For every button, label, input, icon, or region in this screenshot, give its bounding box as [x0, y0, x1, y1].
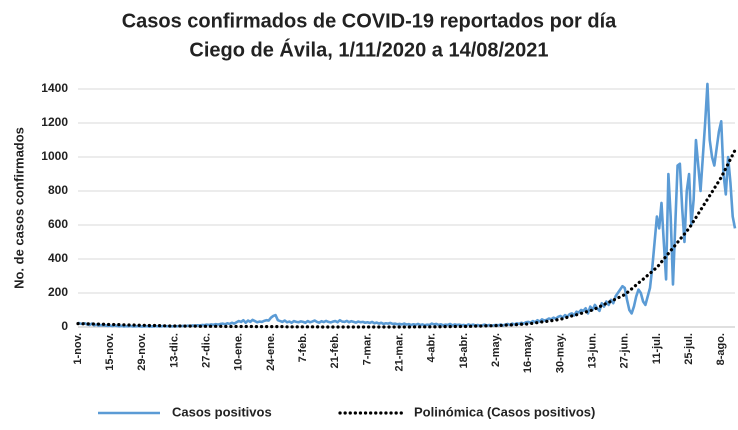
x-tick-label: 30-may.: [554, 333, 566, 373]
x-tick-label: 21-feb.: [329, 333, 341, 368]
x-tick-label: 10-ene.: [233, 333, 245, 371]
y-tick-label: 400: [48, 251, 68, 265]
y-tick-label: 200: [48, 285, 68, 299]
x-tick-label: 2-may.: [490, 333, 502, 367]
x-tick-label: 25-jul.: [683, 333, 695, 365]
y-tick-label: 800: [48, 183, 68, 197]
x-tick-label: 1-nov.: [72, 333, 84, 365]
chart-subtitle: Ciego de Ávila, 1/11/2020 a 14/08/2021: [189, 38, 548, 61]
x-tick-label: 11-jul.: [651, 333, 663, 364]
x-tick-label: 18-abr.: [458, 333, 470, 368]
y-tick-label: 600: [48, 217, 68, 231]
y-tick-label: 1200: [41, 115, 68, 129]
legend-label: Casos positivos: [172, 404, 272, 419]
x-tick-label: 27-dic.: [201, 333, 213, 368]
chart-title: Casos confirmados de COVID-19 reportados…: [122, 10, 617, 32]
x-tick-label: 4-abr.: [426, 333, 438, 362]
x-tick-label: 29-nov.: [136, 333, 148, 371]
x-tick-label: 16-may.: [522, 333, 534, 373]
y-tick-label: 0: [61, 319, 68, 333]
x-tick-label: 13-jun.: [586, 333, 598, 368]
x-tick-label: 8-ago.: [715, 333, 727, 365]
x-tick-label: 7-mar.: [361, 333, 373, 365]
x-tick-label: 24-ene.: [265, 333, 277, 371]
series-line: [77, 82, 737, 328]
x-tick-label: 21-mar.: [394, 333, 406, 372]
x-tick-label: 13-dic.: [168, 333, 180, 368]
y-tick-label: 1000: [41, 149, 68, 163]
y-axis-label: No. de casos confirmados: [11, 127, 26, 289]
x-tick-label: 7-feb.: [297, 333, 309, 362]
x-tick-label: 15-nov.: [104, 333, 116, 371]
legend-label: Polinómica (Casos positivos): [414, 404, 595, 419]
x-tick-label: 27-jun.: [619, 333, 631, 368]
y-tick-label: 1400: [41, 81, 68, 95]
